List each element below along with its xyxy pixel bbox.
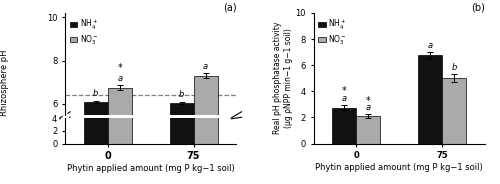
Bar xyxy=(418,55,442,144)
Text: b: b xyxy=(93,89,98,98)
Bar xyxy=(108,88,132,184)
Text: b: b xyxy=(452,63,457,72)
Text: *: * xyxy=(342,86,347,96)
X-axis label: Phytin applied amount (mg P kg−1 soil): Phytin applied amount (mg P kg−1 soil) xyxy=(67,164,234,173)
Text: a: a xyxy=(366,103,371,112)
Legend: NH$_4^+$, NO$_3^-$: NH$_4^+$, NO$_3^-$ xyxy=(318,17,348,47)
Bar xyxy=(84,102,108,184)
Text: Rhizosphere pH: Rhizosphere pH xyxy=(0,49,10,116)
Text: (b): (b) xyxy=(471,3,485,13)
Text: (a): (a) xyxy=(223,3,236,13)
Bar xyxy=(194,76,218,184)
Text: a: a xyxy=(428,41,432,50)
Bar xyxy=(84,105,108,144)
Text: *: * xyxy=(118,63,122,73)
Legend: NH$_4^+$, NO$_3^-$: NH$_4^+$, NO$_3^-$ xyxy=(69,17,99,47)
Text: a: a xyxy=(342,94,347,103)
Bar xyxy=(108,100,132,144)
Text: b: b xyxy=(179,90,184,99)
Bar xyxy=(356,116,380,144)
Bar xyxy=(194,97,218,144)
Bar xyxy=(170,103,194,184)
Text: a: a xyxy=(203,62,208,71)
Text: a: a xyxy=(118,74,122,82)
X-axis label: Phytin applied amount (mg P kg−1 soil): Phytin applied amount (mg P kg−1 soil) xyxy=(316,163,483,172)
Bar xyxy=(332,108,356,144)
Text: *: * xyxy=(366,96,371,106)
Bar xyxy=(442,78,466,144)
Y-axis label: Real pH phosphatase activity
(µg ρNPP min−1 g−1 soil): Real pH phosphatase activity (µg ρNPP mi… xyxy=(274,22,292,134)
Bar xyxy=(170,105,194,144)
